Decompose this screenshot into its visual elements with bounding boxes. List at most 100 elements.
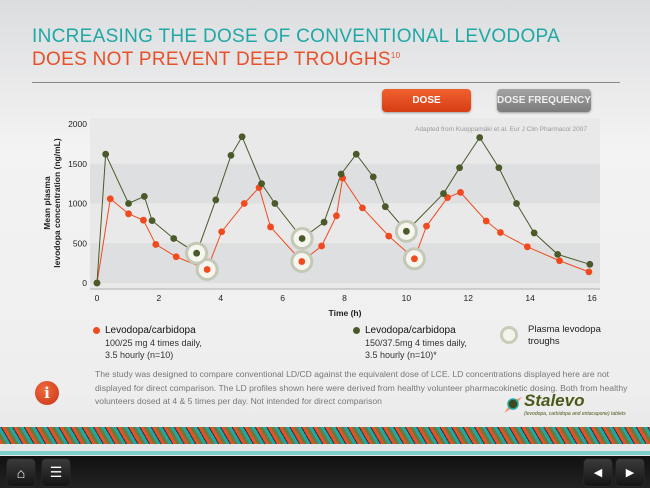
logo-name: Stalevo <box>524 391 585 410</box>
chart-source: Adapted from Kuoppamäki et al. Eur J Cli… <box>415 126 587 133</box>
data-point-series-2 <box>369 173 377 181</box>
green-dot-icon <box>353 327 360 334</box>
data-point-series-1 <box>585 268 593 276</box>
home-icon: ⌂ <box>16 464 26 481</box>
logo-tagline: (levodopa, carbidopa and entacapone) tab… <box>524 411 626 417</box>
data-point-series-2 <box>554 250 562 258</box>
legend-series-2: Levodopa/carbidopa 150/37.5mg 4 times dai… <box>353 324 467 361</box>
arrow-right-icon: ▶ <box>625 467 635 479</box>
data-point-series-1 <box>240 200 248 207</box>
legend-series-1: Levodopa/carbidopa 100/25 mg 4 times dail… <box>93 324 202 361</box>
legend-name: Levodopa/carbidopa <box>365 325 456 336</box>
menu-button[interactable]: ☰ <box>42 459 70 486</box>
data-point-series-2 <box>258 180 265 188</box>
stalevo-logo: Stalevo (levodopa, carbidopa and entacap… <box>500 391 626 421</box>
data-point-series-2 <box>212 196 220 204</box>
x-tick-label: 10 <box>402 293 412 303</box>
legend-detail: 150/37.5mg 4 times daily, <box>365 338 467 348</box>
y-tick-label: 500 <box>73 238 87 248</box>
data-point-series-2 <box>227 152 235 159</box>
data-point-series-1 <box>152 241 160 248</box>
data-point-series-2 <box>440 190 447 197</box>
data-point-series-1 <box>523 243 531 251</box>
plot-band <box>90 163 600 204</box>
x-tick-label: 2 <box>157 293 162 303</box>
data-point-series-2 <box>125 200 132 207</box>
data-point-series-1 <box>298 258 306 265</box>
title-text: DOES NOT PREVENT DEEP TROUGHS <box>32 49 391 70</box>
bottom-nav-bar <box>0 456 650 488</box>
data-point-series-1 <box>556 257 563 265</box>
data-point-series-2 <box>513 200 520 207</box>
info-icon[interactable]: i <box>35 381 59 405</box>
legend-troughs: Plasma levodopa troughs <box>500 324 610 348</box>
disclaimer-note: The study was designed to compare conven… <box>95 369 628 406</box>
y-axis-label-1: Mean plasma <box>42 176 52 230</box>
logo-mark-icon <box>504 397 522 413</box>
data-point-series-2 <box>93 279 101 287</box>
data-point-series-2 <box>271 200 279 207</box>
data-point-series-2 <box>476 134 484 141</box>
data-point-series-2 <box>456 164 463 172</box>
x-tick-label: 6 <box>280 293 285 303</box>
legend-name: Levodopa/carbidopa <box>105 325 196 336</box>
y-tick-label: 1500 <box>68 159 87 169</box>
trough-ring-icon <box>500 326 518 344</box>
data-point-series-2 <box>586 260 594 268</box>
y-tick-label: 1000 <box>68 199 87 209</box>
data-point-series-2 <box>140 192 148 200</box>
title-line-1: INCREASING THE DOSE OF CONVENTIONAL LEVO… <box>32 26 561 47</box>
dose-button[interactable]: DOSE <box>382 89 471 112</box>
orange-dot-icon <box>93 327 100 334</box>
data-point-series-1 <box>333 212 340 220</box>
data-point-series-1 <box>423 222 430 230</box>
data-point-series-1 <box>172 253 180 261</box>
data-point-series-2 <box>320 218 328 226</box>
data-point-series-2 <box>381 203 389 211</box>
x-tick-label: 12 <box>464 293 474 303</box>
data-point-series-1 <box>359 204 366 212</box>
home-button[interactable]: ⌂ <box>7 459 35 486</box>
data-point-series-2 <box>402 227 410 235</box>
data-point-series-1 <box>106 195 114 203</box>
data-point-series-1 <box>457 188 464 196</box>
plot-band <box>90 243 600 283</box>
x-tick-label: 4 <box>218 293 223 303</box>
dose-frequency-button[interactable]: DOSE FREQUENCY <box>497 89 591 112</box>
data-point-series-1 <box>267 223 274 231</box>
legend-detail: 3.5 hourly (n=10)* <box>365 350 437 360</box>
series-line-1 <box>96 176 590 284</box>
legend-detail: 100/25 mg 4 times daily, <box>105 338 202 348</box>
x-tick-label: 16 <box>587 293 597 303</box>
data-point-series-1 <box>125 210 132 218</box>
data-point-series-2 <box>148 217 156 224</box>
data-point-series-1 <box>411 255 418 263</box>
data-point-series-2 <box>102 150 110 158</box>
next-button[interactable]: ▶ <box>616 459 644 486</box>
data-point-series-1 <box>218 228 226 236</box>
title-line-2: DOES NOT PREVENT DEEP TROUGHS10 <box>32 49 400 71</box>
y-axis-label-2: levodopa concentration (ng/mL) <box>52 138 62 268</box>
x-axis-label: Time (h) <box>329 308 362 318</box>
legend-name: Plasma levodopa troughs <box>528 324 601 347</box>
data-point-series-2 <box>298 235 306 242</box>
data-point-series-1 <box>203 266 211 273</box>
legend-detail: 3.5 hourly (n=10) <box>105 350 174 360</box>
data-point-series-2 <box>495 164 503 172</box>
y-tick-label: 0 <box>82 278 87 288</box>
data-point-series-2 <box>352 150 360 158</box>
data-point-series-1 <box>140 216 147 224</box>
previous-button[interactable]: ◀ <box>584 459 612 486</box>
data-point-series-1 <box>385 232 393 240</box>
x-tick-label: 14 <box>525 293 535 303</box>
list-icon: ☰ <box>49 464 63 480</box>
chart: 0 500 1000 1500 2000 0 2 4 6 8 10 12 14 16 Adapted fr… <box>42 118 600 318</box>
arrow-left-icon: ◀ <box>593 467 603 479</box>
data-point-series-2 <box>170 235 178 242</box>
data-point-series-1 <box>482 217 490 225</box>
data-point-series-2 <box>238 133 246 141</box>
title-reference: 10 <box>390 51 401 60</box>
x-tick-label: 8 <box>342 293 347 303</box>
x-tick-label: 0 <box>95 293 100 303</box>
data-point-series-2 <box>530 229 538 237</box>
